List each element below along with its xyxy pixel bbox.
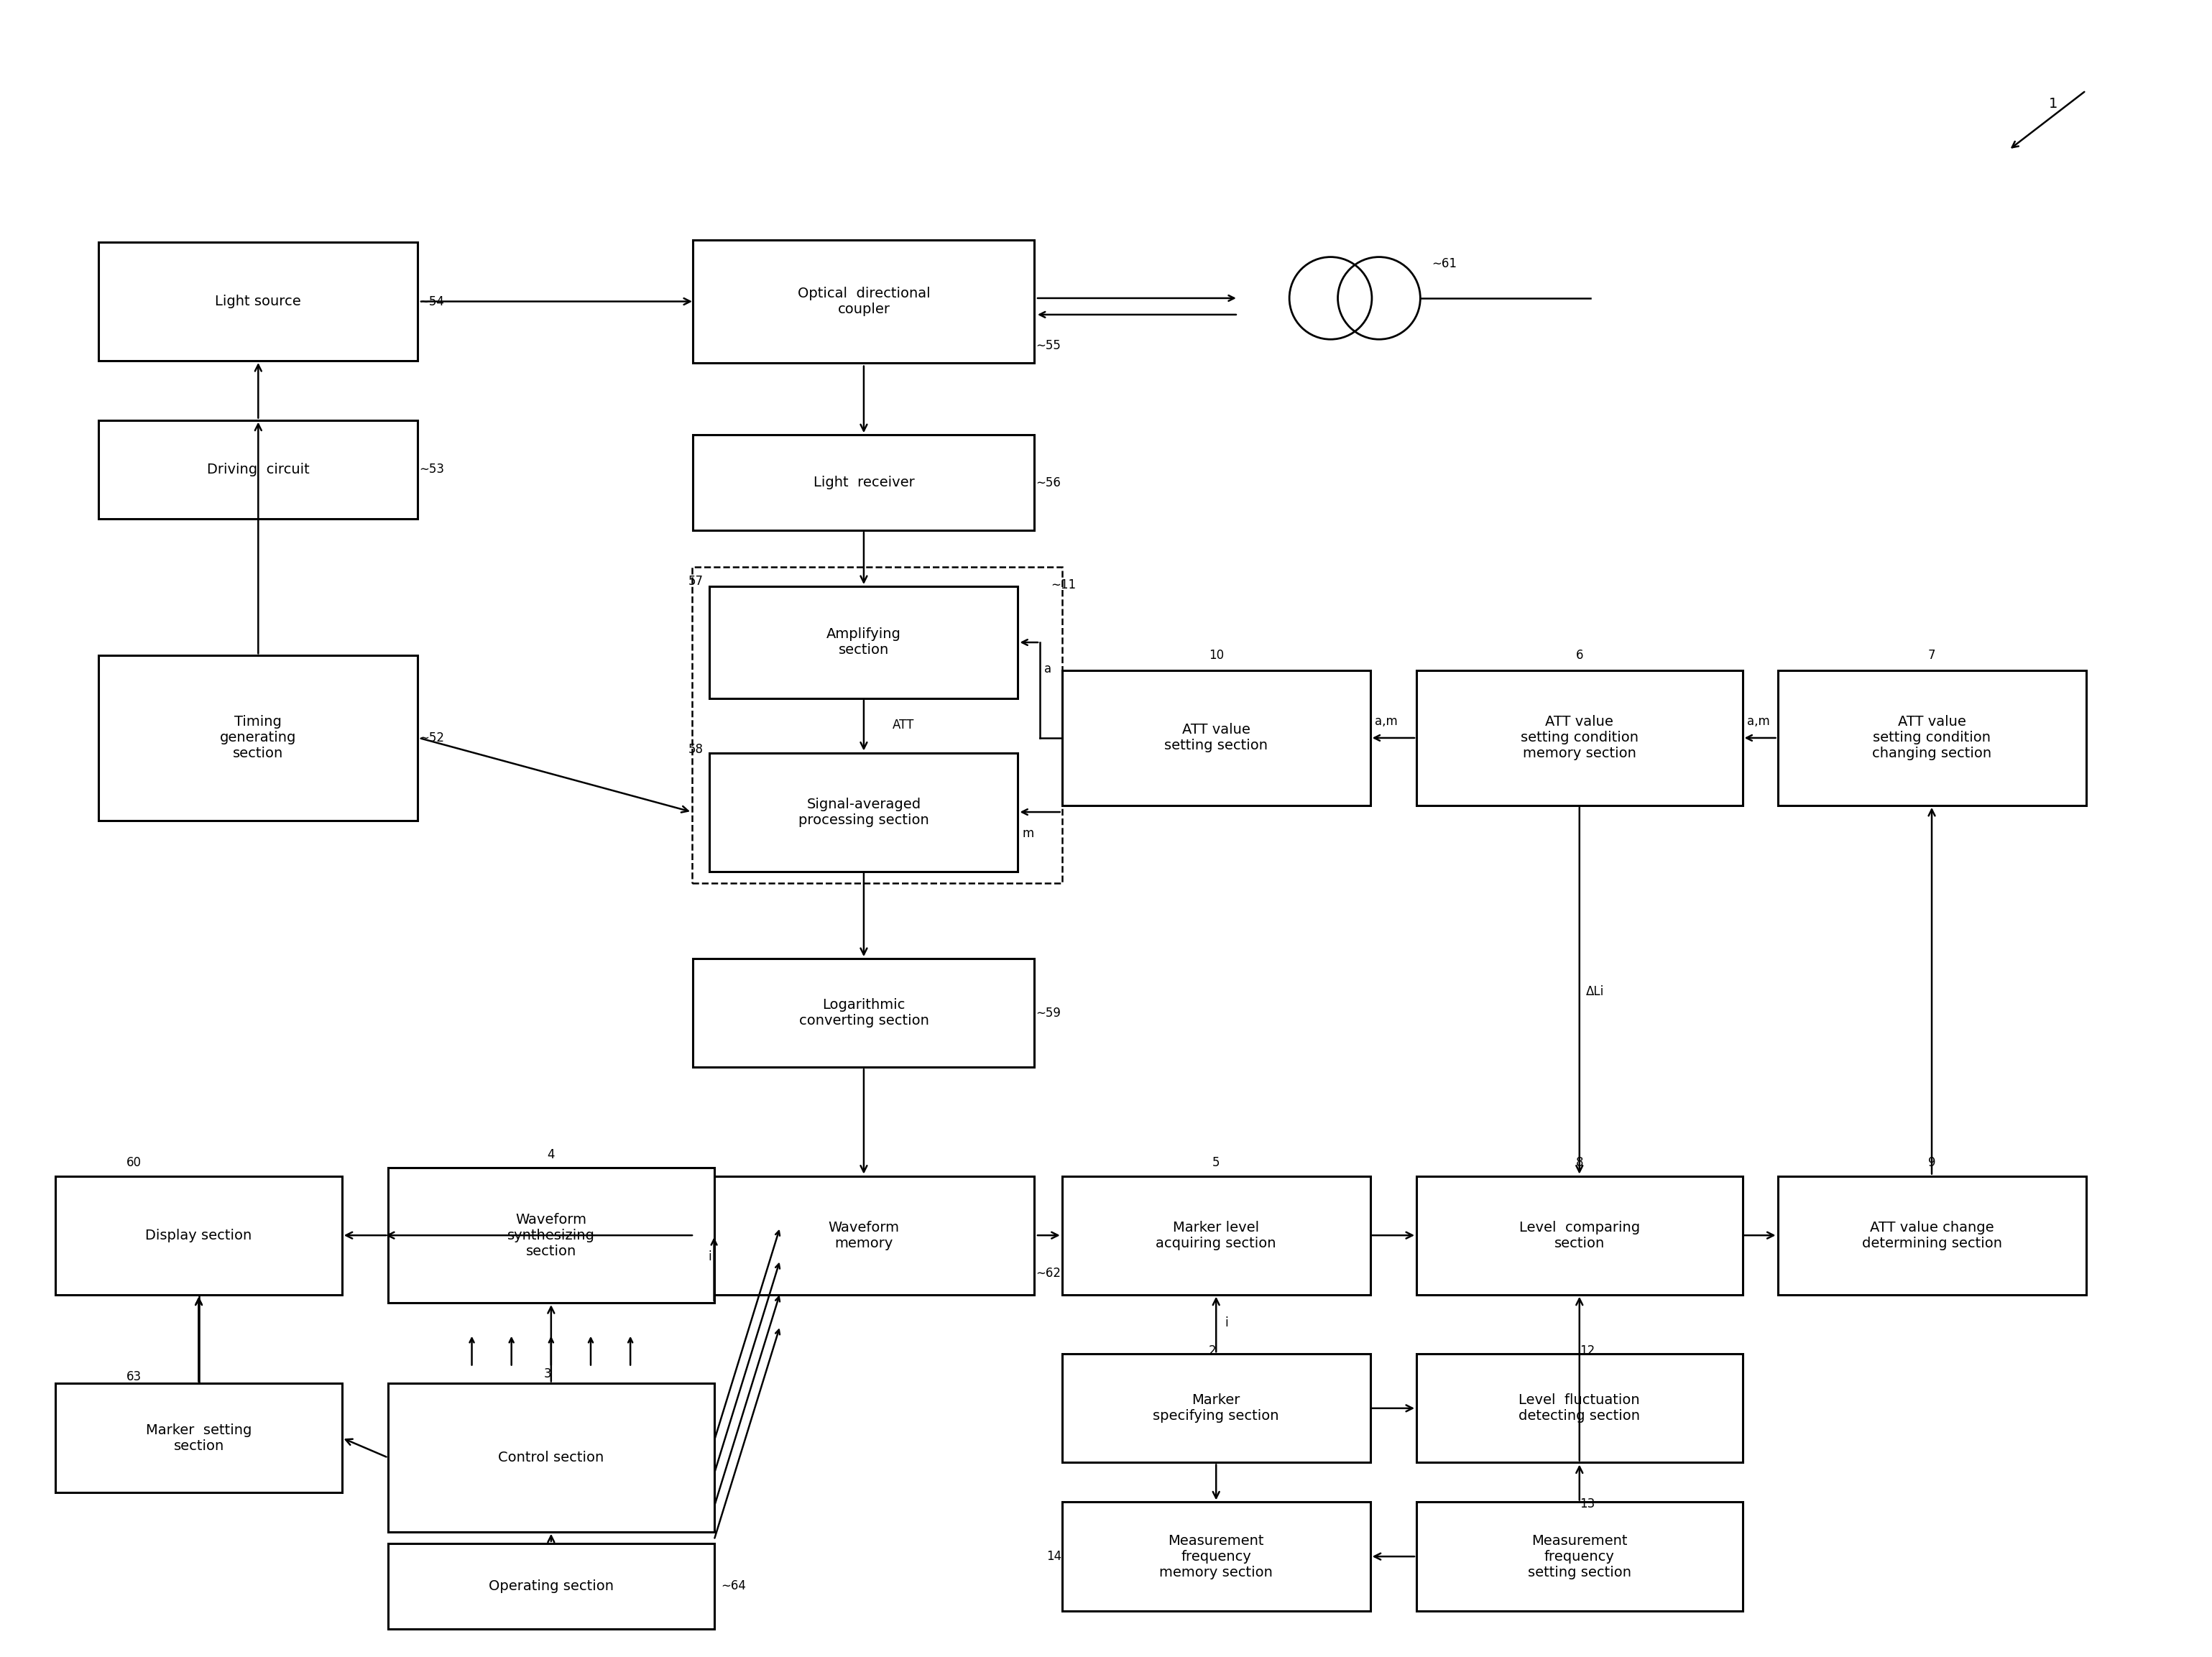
- FancyBboxPatch shape: [387, 1168, 714, 1302]
- Text: i: i: [1225, 1316, 1228, 1329]
- Text: ∼59: ∼59: [1035, 1006, 1060, 1019]
- Text: Control section: Control section: [498, 1452, 604, 1465]
- FancyBboxPatch shape: [387, 1384, 714, 1531]
- Text: ∼55: ∼55: [1035, 340, 1060, 353]
- Text: 8: 8: [1575, 1157, 1584, 1170]
- Text: Level  fluctuation
detecting section: Level fluctuation detecting section: [1520, 1394, 1639, 1423]
- FancyBboxPatch shape: [55, 1176, 343, 1294]
- Text: 2: 2: [1208, 1344, 1217, 1357]
- Text: 63: 63: [126, 1370, 142, 1384]
- Text: Marker level
acquiring section: Marker level acquiring section: [1157, 1221, 1276, 1249]
- Text: Light source: Light source: [215, 295, 301, 308]
- Text: Waveform
synthesizing
section: Waveform synthesizing section: [507, 1213, 595, 1258]
- Text: Timing
generating
section: Timing generating section: [219, 716, 296, 761]
- FancyBboxPatch shape: [1062, 1176, 1369, 1294]
- Text: ∼56: ∼56: [1035, 476, 1060, 489]
- Text: ATT value change
determining section: ATT value change determining section: [1863, 1221, 2002, 1249]
- Text: m: m: [1022, 827, 1033, 840]
- Text: Light  receiver: Light receiver: [814, 476, 914, 489]
- Text: 14: 14: [1046, 1549, 1062, 1563]
- Text: ∼64: ∼64: [721, 1579, 745, 1592]
- Text: Optical  directional
coupler: Optical directional coupler: [799, 287, 929, 316]
- FancyBboxPatch shape: [1416, 1503, 1743, 1611]
- Text: 57: 57: [688, 575, 703, 588]
- Text: 58: 58: [688, 742, 703, 756]
- Text: 6: 6: [1575, 650, 1584, 663]
- Text: 1: 1: [2048, 98, 2057, 111]
- Text: Waveform
memory: Waveform memory: [827, 1221, 900, 1249]
- Text: 12: 12: [1579, 1344, 1595, 1357]
- FancyBboxPatch shape: [710, 587, 1018, 698]
- Text: ATT: ATT: [891, 717, 914, 731]
- Text: Operating section: Operating section: [489, 1579, 613, 1592]
- FancyBboxPatch shape: [1778, 1176, 2086, 1294]
- FancyBboxPatch shape: [710, 752, 1018, 872]
- FancyBboxPatch shape: [692, 240, 1035, 363]
- Text: 10: 10: [1208, 650, 1223, 663]
- Text: ∼61: ∼61: [1431, 257, 1458, 270]
- Text: Display section: Display section: [146, 1228, 252, 1243]
- Text: Measurement
frequency
memory section: Measurement frequency memory section: [1159, 1534, 1272, 1579]
- FancyBboxPatch shape: [387, 1543, 714, 1629]
- Text: ∼52: ∼52: [418, 731, 445, 744]
- Text: ∼11: ∼11: [1051, 578, 1077, 592]
- FancyBboxPatch shape: [1416, 1354, 1743, 1463]
- FancyBboxPatch shape: [1062, 1354, 1369, 1463]
- Text: ATT value
setting condition
memory section: ATT value setting condition memory secti…: [1520, 716, 1639, 761]
- FancyBboxPatch shape: [692, 434, 1035, 530]
- Text: a,m: a,m: [1747, 714, 1770, 727]
- FancyBboxPatch shape: [100, 242, 418, 361]
- Text: 7: 7: [1929, 650, 1936, 663]
- FancyBboxPatch shape: [1778, 671, 2086, 805]
- Text: Logarithmic
converting section: Logarithmic converting section: [799, 998, 929, 1027]
- Text: ∼54: ∼54: [418, 295, 445, 308]
- Text: Marker
specifying section: Marker specifying section: [1152, 1394, 1279, 1423]
- Text: ATT value
setting condition
changing section: ATT value setting condition changing sec…: [1871, 716, 1991, 761]
- Text: Amplifying
section: Amplifying section: [827, 628, 900, 658]
- Text: 3: 3: [544, 1367, 551, 1380]
- FancyBboxPatch shape: [100, 656, 418, 820]
- Text: Level  comparing
section: Level comparing section: [1520, 1221, 1639, 1249]
- FancyBboxPatch shape: [692, 1176, 1035, 1294]
- FancyBboxPatch shape: [1416, 1176, 1743, 1294]
- Text: ATT value
setting section: ATT value setting section: [1164, 722, 1267, 752]
- FancyBboxPatch shape: [692, 959, 1035, 1067]
- FancyBboxPatch shape: [55, 1384, 343, 1493]
- FancyBboxPatch shape: [1062, 671, 1369, 805]
- Text: 13: 13: [1579, 1498, 1595, 1510]
- Text: 9: 9: [1929, 1157, 1936, 1170]
- Text: a: a: [1044, 663, 1051, 674]
- FancyBboxPatch shape: [1062, 1503, 1369, 1611]
- Text: ΔLi: ΔLi: [1586, 986, 1604, 998]
- Text: a,m: a,m: [1374, 714, 1398, 727]
- Text: Marker  setting
section: Marker setting section: [146, 1423, 252, 1453]
- Text: Driving  circuit: Driving circuit: [208, 462, 310, 476]
- Text: ∼62: ∼62: [1035, 1266, 1062, 1279]
- Text: Measurement
frequency
setting section: Measurement frequency setting section: [1528, 1534, 1630, 1579]
- Text: 4: 4: [546, 1148, 555, 1162]
- FancyBboxPatch shape: [1416, 671, 1743, 805]
- Text: Signal-averaged
processing section: Signal-averaged processing section: [799, 797, 929, 827]
- Text: 60: 60: [126, 1157, 142, 1170]
- FancyBboxPatch shape: [100, 419, 418, 519]
- Text: i: i: [708, 1251, 712, 1263]
- Text: ∼53: ∼53: [418, 462, 445, 476]
- Text: 5: 5: [1212, 1157, 1219, 1170]
